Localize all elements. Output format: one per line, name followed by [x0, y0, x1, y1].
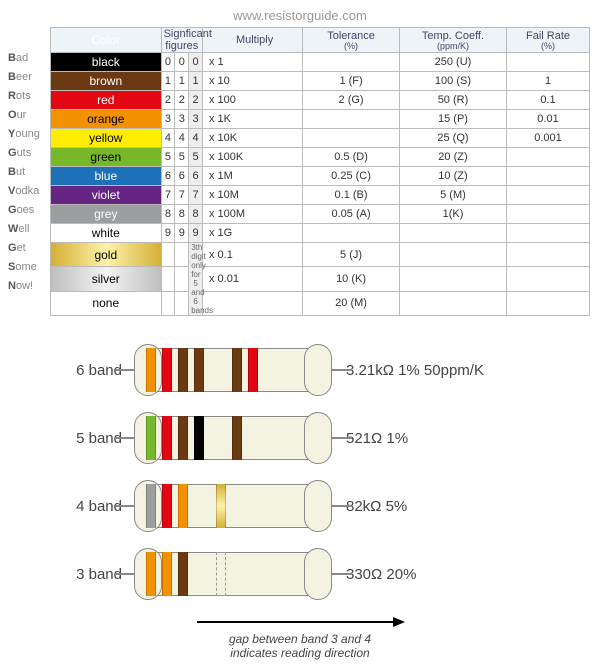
color-swatch: blue: [51, 167, 162, 186]
mnemonic-word: Some: [8, 258, 50, 277]
table-row: green555x 100K0.5 (D)20 (Z): [51, 148, 590, 167]
color-band: [194, 416, 204, 460]
table-row: gold3th digit only for 5 and 6 bandsx 0.…: [51, 243, 590, 267]
caption: gap between band 3 and 4 indicates readi…: [8, 632, 592, 660]
table-row: white999x 1G: [51, 224, 590, 243]
color-band: [194, 348, 204, 392]
resistor-body: [128, 480, 338, 532]
table-row: red222x 1002 (G)50 (R)0.1: [51, 91, 590, 110]
color-band: [146, 484, 156, 528]
color-swatch: silver: [51, 267, 162, 291]
color-band: [162, 348, 172, 392]
color-swatch: none: [51, 291, 162, 315]
color-band: [232, 348, 242, 392]
mnemonic-word: Get: [8, 239, 50, 258]
color-swatch: green: [51, 148, 162, 167]
mnemonic-word: Bad: [8, 49, 50, 68]
resistor-row: 5 band521Ω 1%: [48, 412, 552, 464]
resistor-value: 3.21kΩ 1% 50ppm/K: [338, 362, 484, 379]
th-fail: Fail Rate(%): [507, 28, 590, 53]
resistor-row: 3 band330Ω 20%: [48, 548, 552, 600]
table-row: violet777x 10M0.1 (B)5 (M): [51, 186, 590, 205]
reading-direction-arrow: [195, 616, 405, 628]
color-band: [146, 416, 156, 460]
resistor-examples: 6 band3.21kΩ 1% 50ppm/K 5 band521Ω 1% 4 ba…: [8, 344, 592, 600]
th-color: Color: [51, 28, 162, 53]
table-row: grey888x 100M0.05 (A)1(K): [51, 205, 590, 224]
color-swatch: white: [51, 224, 162, 243]
resistor-body: [128, 344, 338, 396]
color-swatch: yellow: [51, 129, 162, 148]
mnemonic-word: Young: [8, 125, 50, 144]
table-row: none20 (M): [51, 291, 590, 315]
color-code-table-wrap: BadBeerRotsOurYoungGutsButVodkaGoesWellG…: [8, 27, 592, 316]
color-band: [178, 484, 188, 528]
color-band: [146, 348, 156, 392]
digit3-note: 3th digit only for 5 and 6 bands: [189, 243, 203, 316]
color-band: [162, 484, 172, 528]
table-row: brown111x 101 (F)100 (S)1: [51, 72, 590, 91]
mnemonic-word: Guts: [8, 144, 50, 163]
resistor-body: [128, 548, 338, 600]
th-temp: Temp. Coeff.(ppm/K): [399, 28, 506, 53]
mnemonic-word: Now!: [8, 277, 50, 296]
source-url: www.resistorguide.com: [8, 8, 592, 23]
mnemonic-word: Our: [8, 106, 50, 125]
color-swatch: violet: [51, 186, 162, 205]
th-multiply: Multiply: [203, 28, 303, 53]
mnemonic-column: BadBeerRotsOurYoungGutsButVodkaGoesWellG…: [8, 27, 50, 316]
mnemonic-word: Goes: [8, 201, 50, 220]
color-band: [178, 552, 188, 596]
table-row: orange333x 1K15 (P)0.01: [51, 110, 590, 129]
color-band: [216, 484, 226, 528]
color-band: [162, 416, 172, 460]
table-row: black000x 1250 (U): [51, 53, 590, 72]
th-sigfig: Signficant figures: [161, 28, 202, 53]
mnemonic-word: But: [8, 163, 50, 182]
color-band: [232, 416, 242, 460]
color-swatch: grey: [51, 205, 162, 224]
mnemonic-word: Rots: [8, 87, 50, 106]
resistor-row: 4 band82kΩ 5%: [48, 480, 552, 532]
mnemonic-word: Beer: [8, 68, 50, 87]
color-swatch: orange: [51, 110, 162, 129]
mnemonic-word: Vodka: [8, 182, 50, 201]
color-code-table: Color Signficant figures Multiply Tolera…: [50, 27, 590, 316]
color-swatch: gold: [51, 243, 162, 267]
resistor-row: 6 band3.21kΩ 1% 50ppm/K: [48, 344, 552, 396]
table-row: yellow444x 10K25 (Q)0.001: [51, 129, 590, 148]
table-row: blue666x 1M0.25 (C)10 (Z): [51, 167, 590, 186]
th-tolerance: Tolerance(%): [303, 28, 400, 53]
color-band: [216, 552, 226, 596]
color-band: [178, 348, 188, 392]
color-swatch: brown: [51, 72, 162, 91]
mnemonic-word: Well: [8, 220, 50, 239]
color-swatch: black: [51, 53, 162, 72]
color-swatch: red: [51, 91, 162, 110]
color-band: [248, 348, 258, 392]
table-row: silverx 0.0110 (K): [51, 267, 590, 291]
color-band: [162, 552, 172, 596]
color-band: [146, 552, 156, 596]
resistor-body: [128, 412, 338, 464]
color-band: [178, 416, 188, 460]
